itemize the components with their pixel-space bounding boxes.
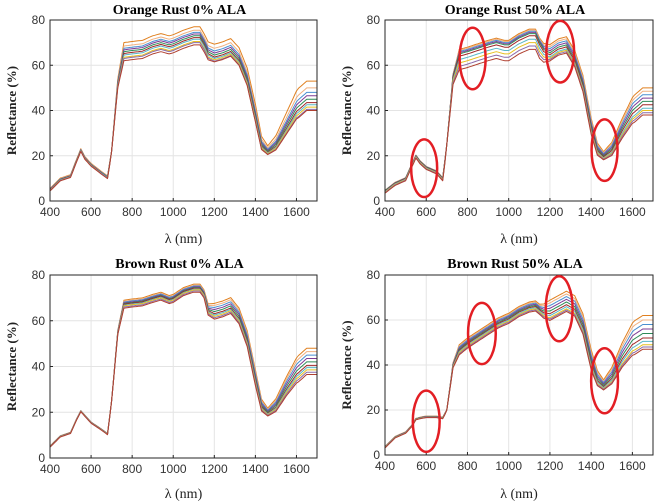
chart-title: Brown Rust 50% ALA xyxy=(447,257,583,272)
x-tick-label: 1600 xyxy=(283,462,310,476)
series-group xyxy=(49,26,317,192)
chart-title: Brown Rust 0% ALA xyxy=(115,257,244,272)
series-line-s10 xyxy=(384,48,653,194)
y-tick-label: 20 xyxy=(32,149,46,163)
highlight-ellipse xyxy=(466,301,497,366)
panel-3: 400 600 800 1000 1200 1400 1600 0 20 40 60 80 Brown … xyxy=(4,257,318,502)
panel-1: 400 600 800 1000 1200 1400 1600 0 20 40 60 80 Orange… xyxy=(4,3,318,247)
x-axis-label: λ (nm) xyxy=(500,232,538,247)
y-tick-label: 0 xyxy=(38,451,45,465)
x-tick-label: 1000 xyxy=(160,462,187,476)
y-tick-label: 60 xyxy=(367,313,381,327)
x-tick-label: 1400 xyxy=(242,462,269,476)
series-group xyxy=(384,28,653,194)
y-tick-label: 20 xyxy=(367,149,381,163)
x-tick-label: 1000 xyxy=(495,205,522,219)
x-tick-label: 1400 xyxy=(578,205,605,219)
x-tick-label: 400 xyxy=(375,459,395,473)
x-tick-label: 600 xyxy=(81,462,101,476)
series-group xyxy=(384,290,653,449)
x-tick-label: 1200 xyxy=(537,205,564,219)
x-tick-label: 1200 xyxy=(201,205,228,219)
y-tick-label: 40 xyxy=(367,104,381,118)
series-line-s10 xyxy=(384,310,653,449)
chart-title: Orange Rust 0% ALA xyxy=(113,3,247,18)
series-line-s5 xyxy=(384,301,653,448)
y-tick-label: 0 xyxy=(373,448,380,462)
y-axis-label: Reflectance (%) xyxy=(4,322,19,411)
series-line-s5 xyxy=(49,35,317,191)
series-line-s6 xyxy=(384,304,653,448)
x-tick-label: 1400 xyxy=(578,459,605,473)
y-tick-label: 40 xyxy=(32,360,46,374)
x-axis-label: λ (nm) xyxy=(165,487,203,502)
panel-4: 400 600 800 1000 1200 1400 1600 0 20 40 60 80 Brown … xyxy=(339,257,654,502)
x-tick-label: 600 xyxy=(81,205,101,219)
y-tick-label: 20 xyxy=(32,405,46,419)
x-tick-label: 1200 xyxy=(537,459,564,473)
x-tick-label: 400 xyxy=(375,205,395,219)
x-axis-label: λ (nm) xyxy=(165,232,203,247)
y-axis-label: Reflectance (%) xyxy=(339,320,354,409)
y-tick-label: 0 xyxy=(373,194,380,208)
series-line-s6 xyxy=(49,287,317,448)
panel-2: 400 600 800 1000 1200 1400 1600 0 20 40 60 80 Orange… xyxy=(339,3,654,247)
highlight-ellipse xyxy=(411,389,441,454)
series-line-s9 xyxy=(49,290,317,448)
x-tick-label: 600 xyxy=(416,205,436,219)
highlight-ellipse xyxy=(458,26,487,91)
y-tick-label: 80 xyxy=(367,13,381,27)
y-tick-label: 80 xyxy=(32,268,46,282)
series-line-s10 xyxy=(49,44,317,192)
highlight-ellipse xyxy=(589,346,620,415)
series-line-s7 xyxy=(49,38,317,191)
y-tick-label: 60 xyxy=(32,314,46,328)
highlight-ellipse xyxy=(545,19,576,84)
series-line-s10 xyxy=(49,291,317,448)
chart-title: Orange Rust 50% ALA xyxy=(445,3,586,18)
series-line-s4 xyxy=(49,33,317,190)
x-tick-label: 1600 xyxy=(619,459,646,473)
x-tick-label: 1600 xyxy=(619,205,646,219)
x-tick-label: 800 xyxy=(122,462,142,476)
x-tick-label: 800 xyxy=(457,205,477,219)
y-axis-label: Reflectance (%) xyxy=(4,66,19,155)
y-tick-label: 80 xyxy=(32,13,46,27)
highlight-ellipse xyxy=(590,118,619,183)
x-tick-label: 400 xyxy=(40,205,60,219)
y-tick-label: 60 xyxy=(32,58,46,72)
series-line-s9 xyxy=(384,45,653,194)
x-tick-label: 400 xyxy=(40,462,60,476)
x-tick-label: 800 xyxy=(457,459,477,473)
highlight-ellipse xyxy=(409,138,439,199)
highlight-ellipse xyxy=(544,274,574,343)
series-line-s6 xyxy=(49,37,317,191)
x-tick-label: 800 xyxy=(122,205,142,219)
x-tick-label: 1000 xyxy=(160,205,187,219)
y-tick-label: 40 xyxy=(367,358,381,372)
x-tick-label: 1000 xyxy=(495,459,522,473)
series-line-s8 xyxy=(49,41,317,191)
series-line-s7 xyxy=(49,288,317,448)
y-tick-label: 20 xyxy=(367,403,381,417)
y-tick-label: 60 xyxy=(367,58,381,72)
y-tick-label: 80 xyxy=(367,268,381,282)
x-tick-label: 1400 xyxy=(242,205,269,219)
y-tick-label: 40 xyxy=(32,104,46,118)
y-axis-label: Reflectance (%) xyxy=(339,66,354,155)
x-axis-label: λ (nm) xyxy=(500,487,538,502)
x-tick-label: 600 xyxy=(416,459,436,473)
y-tick-label: 0 xyxy=(38,194,45,208)
series-line-s8 xyxy=(49,289,317,448)
series-group xyxy=(49,283,317,448)
x-tick-label: 1200 xyxy=(201,462,228,476)
x-tick-label: 1600 xyxy=(283,205,310,219)
